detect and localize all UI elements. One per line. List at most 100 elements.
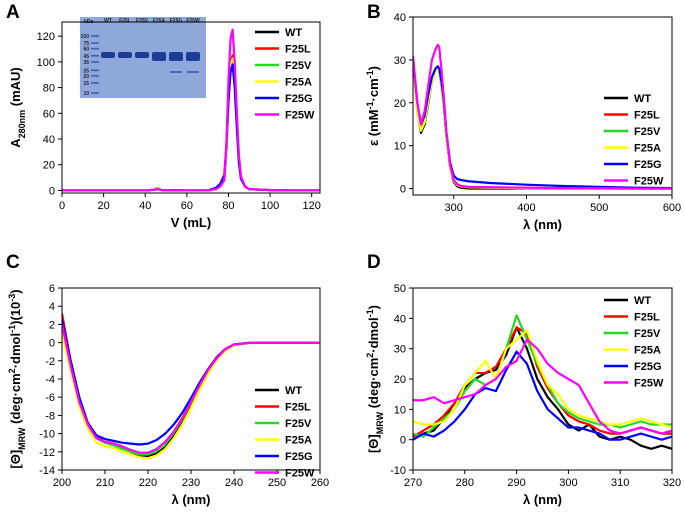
- x-tick-label: 320: [663, 477, 681, 489]
- x-tick-label: 270: [404, 477, 422, 489]
- y-axis-label: [Θ]MRW (deg·cm2·dmol-1)(10-3): [7, 289, 27, 468]
- y-tick-label: -2: [45, 356, 55, 368]
- legend-label: F25W: [285, 110, 315, 122]
- ladder-band: [91, 47, 99, 50]
- label-part: ): [366, 66, 381, 70]
- y-tick-label: 60: [43, 108, 55, 120]
- series-line: [62, 324, 320, 456]
- ladder-band: [91, 92, 99, 94]
- x-tick-label: 0: [59, 200, 65, 212]
- x-tick-label: 500: [590, 202, 608, 214]
- legend-label: WT: [285, 27, 302, 39]
- y-tick-label: 0: [49, 338, 55, 350]
- y-tick-label: 20: [394, 374, 406, 386]
- x-tick-label: 230: [182, 477, 200, 489]
- gel-band: [170, 71, 182, 73]
- x-tick-label: 600: [663, 202, 681, 214]
- x-tick-label: 290: [507, 477, 525, 489]
- series-line: [413, 329, 672, 429]
- series-line: [62, 333, 320, 460]
- y-tick-label: 30: [394, 344, 406, 356]
- y-tick-label: 4: [49, 301, 55, 313]
- ladder-band: [91, 35, 99, 37]
- series-line: [62, 319, 320, 446]
- gel-band: [186, 52, 200, 61]
- y-tick-label: -14: [39, 465, 55, 477]
- label-part: ·dmol: [366, 317, 381, 352]
- label-part: MRW: [17, 427, 27, 450]
- gel-marker: 15: [83, 81, 89, 87]
- legend-label: F25G: [634, 159, 662, 171]
- legend-label: F25A: [285, 77, 312, 89]
- series-line: [413, 338, 672, 435]
- y-tick-label: 80: [43, 83, 55, 95]
- ladder-band: [91, 42, 99, 44]
- x-tick-label: 240: [225, 477, 243, 489]
- label-part: -1: [365, 309, 375, 317]
- y-axis-label: [Θ]MRW (deg·cm2·dmol-1): [365, 305, 385, 453]
- label-part: -1: [365, 101, 375, 109]
- series-line: [62, 313, 320, 455]
- y-tick-label: -6: [45, 392, 55, 404]
- x-tick-label: 300: [445, 202, 463, 214]
- panel-letter: D: [367, 252, 381, 273]
- y-tick-label: -12: [39, 447, 55, 459]
- x-tick-label: 220: [139, 477, 157, 489]
- legend-label: F25G: [634, 361, 662, 373]
- legend-label: F25L: [634, 110, 660, 122]
- x-axis-label: λ (nm): [523, 217, 562, 232]
- label-part: (deg·cm: [366, 358, 381, 412]
- legend-label: F25V: [285, 418, 312, 430]
- y-tick-label: 2: [49, 319, 55, 331]
- y-tick-label: -10: [390, 465, 406, 477]
- x-tick-label: 280: [456, 477, 474, 489]
- label-part: )(10: [8, 302, 23, 325]
- x-tick-label: 120: [302, 200, 320, 212]
- x-tick-label: 20: [97, 200, 109, 212]
- gel-band: [187, 71, 199, 73]
- x-tick-label: 250: [268, 477, 286, 489]
- legend-label: F25V: [285, 60, 312, 72]
- gel-lane: F25G: [170, 18, 183, 24]
- panel-letter: A: [6, 2, 20, 23]
- y-axis-label: ε (mM-1·cm-1): [365, 66, 381, 146]
- gel-marker: 45: [83, 54, 89, 60]
- gel-band: [152, 52, 166, 61]
- label-part: (deg·cm: [8, 373, 23, 427]
- y-tick-label: 30: [394, 55, 406, 67]
- legend-label: F25W: [634, 378, 664, 390]
- y-tick-label: 10: [394, 404, 406, 416]
- y-tick-label: 40: [43, 134, 55, 146]
- label-part: ε (mM: [366, 110, 381, 147]
- legend-label: F25V: [634, 126, 661, 138]
- label-part: ·cm: [366, 78, 381, 101]
- y-tick-label: 0: [49, 185, 55, 197]
- gel-band: [135, 52, 149, 58]
- legend-label: F25L: [634, 312, 660, 324]
- ladder-band: [91, 54, 99, 57]
- gel-marker: 75: [83, 41, 89, 47]
- x-tick-label: 100: [261, 200, 279, 212]
- label-part: ): [8, 289, 23, 293]
- label-part: 2: [365, 353, 375, 358]
- legend-label: F25A: [285, 435, 312, 447]
- y-tick-label: 0: [400, 184, 406, 196]
- label-part: [Θ]: [8, 450, 23, 469]
- y-tick-label: 40: [394, 313, 406, 325]
- y-tick-label: -10: [39, 429, 55, 441]
- gel-marker: 25: [83, 68, 89, 74]
- gel-lane: F25W: [186, 18, 200, 24]
- label-part: 2: [7, 368, 17, 373]
- x-tick-label: 400: [517, 202, 535, 214]
- x-tick-label: 80: [222, 200, 234, 212]
- label-part: MRW: [375, 411, 385, 434]
- y-tick-label: 0: [400, 435, 406, 447]
- gel-lane: WT: [104, 18, 112, 24]
- legend-label: F25A: [634, 345, 661, 357]
- series-line: [62, 315, 320, 458]
- y-tick-label: 120: [37, 31, 55, 43]
- legend-label: F25G: [285, 93, 313, 105]
- ladder-band: [91, 75, 99, 77]
- panel-letter: B: [367, 2, 381, 23]
